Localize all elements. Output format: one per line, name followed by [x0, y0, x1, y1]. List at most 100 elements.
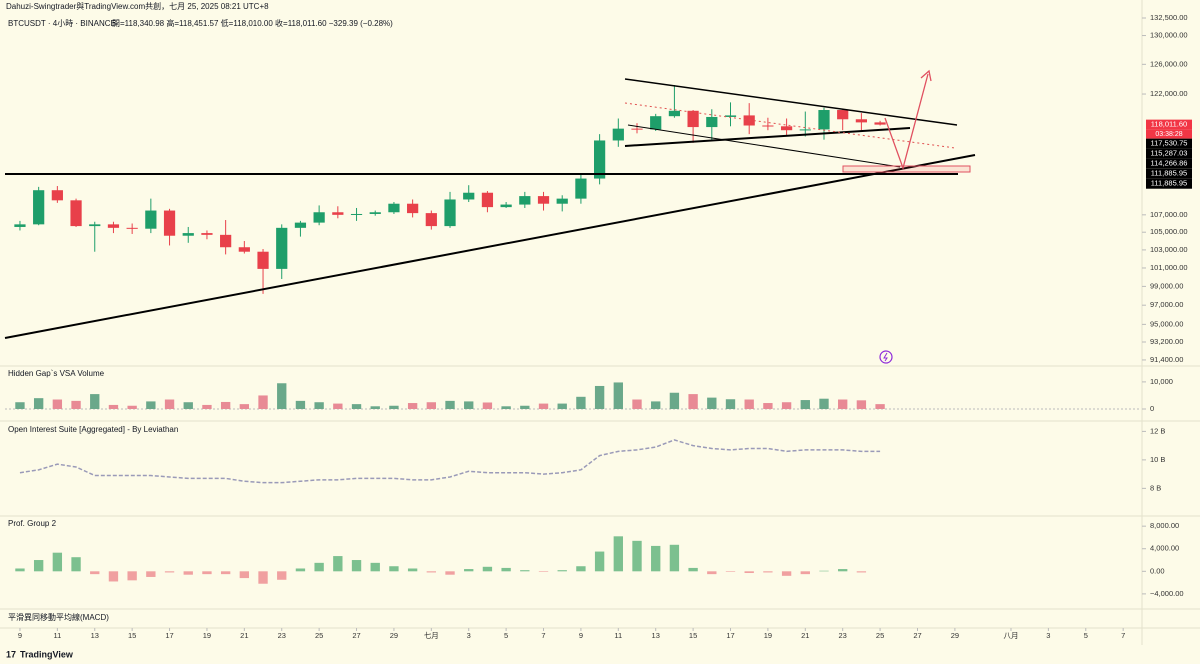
candle-body — [238, 247, 250, 252]
bar — [520, 570, 530, 572]
logo: 17 — [6, 649, 16, 659]
x-tick-label: 27 — [352, 631, 360, 640]
bar — [501, 567, 511, 572]
bar — [651, 401, 661, 409]
candle-body — [294, 222, 307, 228]
y-tick-label: 126,000.00 — [1150, 59, 1188, 68]
bar — [164, 571, 175, 573]
y-tick-label: 8,000.00 — [1150, 521, 1179, 530]
bar — [389, 405, 399, 409]
pane-title: Prof. Group 2 — [8, 519, 57, 528]
pane-title: Open Interest Suite [Aggregated] - By Le… — [8, 425, 178, 434]
y-tick-label: −4,000.00 — [1150, 589, 1184, 598]
bar — [351, 560, 362, 572]
candle-body — [107, 224, 120, 228]
bar — [15, 402, 25, 409]
candle-body — [874, 122, 886, 125]
y-tick-label: 10,000 — [1150, 377, 1173, 386]
bar — [707, 397, 717, 409]
bar — [277, 383, 287, 409]
x-tick-label: 17 — [165, 631, 173, 640]
bar — [258, 571, 268, 584]
bar — [202, 404, 212, 409]
price-badge-label: 118,011.60 — [1151, 120, 1187, 129]
bar — [538, 571, 549, 572]
candle-body — [51, 190, 63, 201]
bar — [258, 395, 268, 409]
trend-line — [4, 154, 976, 339]
bar — [501, 406, 511, 409]
candle-body — [201, 233, 213, 235]
candle-body — [220, 234, 232, 248]
price-badge-label: 114,266.86 — [1151, 159, 1188, 168]
candle-body — [799, 129, 811, 131]
price-badge: 115,287.03 — [1146, 149, 1192, 159]
bar — [725, 571, 736, 572]
bar — [333, 403, 343, 409]
channel-lower — [627, 124, 901, 168]
countdown-box — [1146, 129, 1192, 139]
bar — [71, 557, 81, 572]
y-tick-label: 107,000.00 — [1150, 210, 1188, 219]
bar — [557, 403, 567, 409]
y-tick-label: 105,000.00 — [1150, 227, 1188, 236]
bar — [90, 571, 100, 575]
x-tick-label: 27 — [913, 631, 921, 640]
event-icon[interactable] — [879, 350, 893, 364]
bar — [763, 403, 773, 409]
bar — [164, 399, 175, 409]
price-badge-label: 111,885.95 — [1151, 169, 1187, 178]
bar — [445, 400, 455, 409]
candle-body — [425, 213, 437, 227]
bar — [482, 566, 493, 572]
candle-body — [369, 212, 381, 214]
price-badge: 114,266.86 — [1146, 159, 1192, 169]
price-badge-box — [1146, 138, 1192, 149]
price-badge: 117,530.75 — [1146, 139, 1192, 149]
x-tick-label: 19 — [203, 631, 211, 640]
x-tick-label: 21 — [801, 631, 809, 640]
candle-body — [33, 190, 45, 225]
candle-body — [407, 203, 419, 214]
x-tick-label: 23 — [278, 631, 286, 640]
price-badge-label: 115,287.03 — [1151, 149, 1188, 158]
x-tick-label: 11 — [53, 631, 61, 640]
drawings — [4, 69, 976, 364]
flag-lower — [624, 127, 911, 147]
candle-body — [350, 213, 363, 215]
bar — [688, 567, 698, 572]
bar — [781, 571, 792, 576]
x-tick-label: 25 — [876, 631, 884, 640]
y-tick-label: 99,000.00 — [1150, 281, 1183, 290]
bar — [426, 571, 437, 573]
x-tick-label: 21 — [240, 631, 248, 640]
bar — [669, 392, 680, 409]
candle-body — [519, 196, 531, 205]
y-tick-label: 101,000.00 — [1150, 263, 1188, 272]
bar — [127, 571, 137, 581]
bar — [295, 568, 306, 572]
bar — [295, 400, 306, 409]
x-tick-label: 29 — [390, 631, 398, 640]
bar — [838, 399, 848, 409]
y-tick-label: 8 B — [1150, 483, 1161, 492]
y-tick-label: 132,500.00 — [1150, 13, 1188, 22]
x-tick-label: 13 — [652, 631, 660, 640]
bar — [819, 398, 829, 409]
bar — [389, 566, 399, 572]
x-tick-label: 9 — [579, 631, 583, 640]
bar — [33, 398, 44, 409]
wedge-upper — [624, 78, 958, 126]
bar — [220, 571, 231, 575]
candle-body — [556, 198, 568, 204]
bar — [127, 405, 137, 409]
y-tick-label: 95,000.00 — [1150, 319, 1183, 328]
bar — [669, 544, 680, 572]
bar — [370, 562, 380, 572]
bar — [744, 571, 754, 574]
bar — [90, 394, 100, 409]
price-badge-label: 117,530.75 — [1151, 139, 1188, 148]
bar — [370, 406, 380, 409]
y-tick-label: 4,000.00 — [1150, 544, 1179, 553]
price-badge-box — [1146, 119, 1192, 130]
